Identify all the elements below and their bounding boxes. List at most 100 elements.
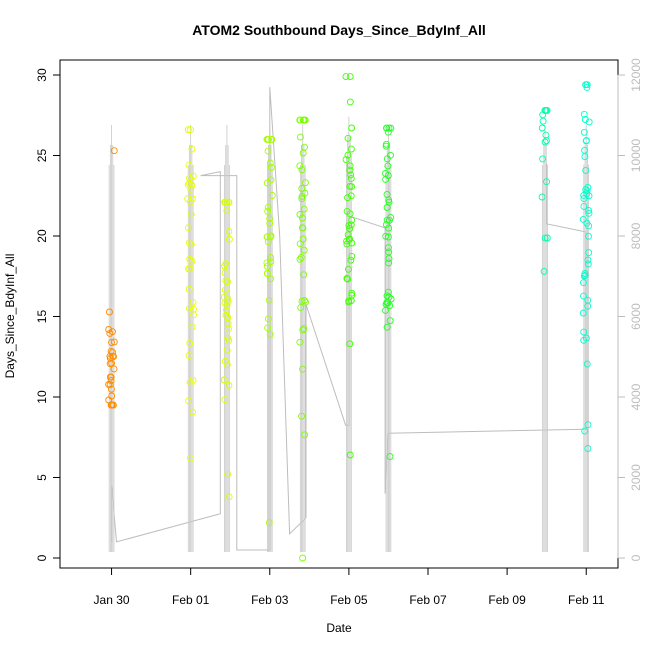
data-point xyxy=(300,325,308,333)
x-tick-label: Jan 30 xyxy=(94,593,130,607)
plot-frame xyxy=(59,59,619,569)
y-right-tick-label: 2000 xyxy=(629,464,643,491)
data-point xyxy=(106,373,114,381)
data-point xyxy=(580,110,588,118)
data-point xyxy=(221,396,229,404)
data-point xyxy=(108,392,116,400)
data-point xyxy=(385,198,393,206)
data-point xyxy=(296,162,304,170)
data-point xyxy=(542,131,550,139)
data-point xyxy=(106,352,114,360)
data-point xyxy=(582,334,590,342)
data-point xyxy=(383,124,390,132)
data-point xyxy=(298,412,306,420)
data-point xyxy=(105,326,113,333)
data-point xyxy=(344,151,352,159)
data-point xyxy=(185,352,193,360)
data-point xyxy=(110,147,118,155)
data-point xyxy=(110,365,118,373)
data-point xyxy=(224,298,232,306)
data-point xyxy=(348,124,356,132)
data-point xyxy=(223,361,231,369)
data-point xyxy=(584,184,592,191)
data-point xyxy=(582,137,590,145)
data-point xyxy=(185,239,193,247)
data-point xyxy=(584,256,592,264)
data-point xyxy=(346,182,354,190)
y-right-tick-label: 4000 xyxy=(629,383,643,410)
data-point xyxy=(346,162,354,170)
data-point xyxy=(347,171,355,179)
y-right-tick-label: 12000 xyxy=(629,58,643,92)
data-point xyxy=(189,408,197,416)
x-tick-label: Feb 07 xyxy=(409,593,447,607)
data-point xyxy=(585,209,593,217)
data-point xyxy=(297,304,305,312)
y-axis-label: Days_Since_BdyInf_All xyxy=(3,254,17,379)
data-point xyxy=(583,360,591,368)
data-point xyxy=(225,198,233,206)
data-point xyxy=(342,73,350,81)
data-point xyxy=(585,232,592,240)
data-point xyxy=(186,305,193,312)
data-point xyxy=(106,329,114,337)
data-point xyxy=(541,234,549,242)
data-point xyxy=(264,203,272,211)
data-point xyxy=(584,445,592,452)
data-point xyxy=(539,111,547,119)
data-point xyxy=(222,277,230,285)
data-point xyxy=(224,334,232,342)
data-point xyxy=(264,324,272,332)
data-point xyxy=(224,314,232,321)
data-point xyxy=(347,175,355,183)
data-point xyxy=(187,126,194,134)
data-point xyxy=(346,451,354,459)
data-point xyxy=(184,224,192,232)
data-point xyxy=(188,257,196,265)
data-point xyxy=(189,298,197,306)
data-point xyxy=(579,309,587,317)
data-point xyxy=(225,493,233,501)
data-point xyxy=(385,255,393,263)
data-point xyxy=(345,236,353,244)
data-point xyxy=(382,232,390,240)
data-point xyxy=(264,315,272,323)
data-point xyxy=(105,308,113,316)
data-point xyxy=(267,275,275,283)
data-point xyxy=(346,225,354,232)
y-tick-label: 20 xyxy=(35,229,49,243)
data-point xyxy=(383,323,391,331)
data-point xyxy=(581,272,589,279)
data-point xyxy=(186,339,194,347)
data-point xyxy=(299,224,307,232)
data-point xyxy=(383,190,391,198)
data-point xyxy=(580,128,588,136)
data-point xyxy=(190,305,197,313)
data-point xyxy=(299,149,307,157)
data-point xyxy=(346,340,354,348)
data-point xyxy=(344,194,352,202)
y-axis: 0 5 10 15 20 25 30 xyxy=(35,68,61,561)
data-point xyxy=(223,346,231,354)
data-point xyxy=(583,83,591,91)
data-point xyxy=(267,254,275,261)
data-point xyxy=(263,270,271,277)
data-point xyxy=(581,146,589,154)
data-point xyxy=(185,397,192,405)
data-point xyxy=(580,292,587,300)
data-point xyxy=(346,73,354,81)
data-point xyxy=(188,323,196,331)
data-point xyxy=(190,311,198,319)
data-point xyxy=(384,288,392,296)
data-point xyxy=(383,155,391,163)
data-point xyxy=(298,195,306,203)
data-point xyxy=(224,295,232,303)
data-point xyxy=(267,176,275,184)
data-point xyxy=(539,117,547,125)
data-point xyxy=(263,262,271,270)
data-point xyxy=(189,172,197,180)
data-point xyxy=(221,262,229,270)
data-point xyxy=(296,211,304,218)
data-point xyxy=(299,326,307,334)
